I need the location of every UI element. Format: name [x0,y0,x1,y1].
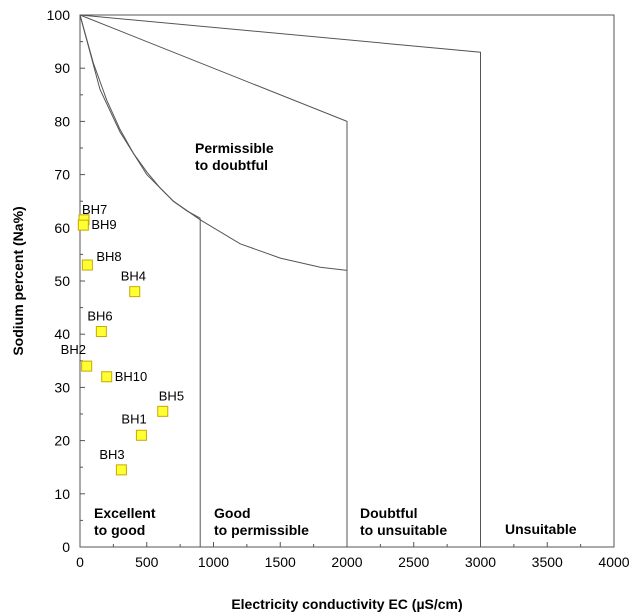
data-point-marker [115,464,127,476]
data-point-label: BH9 [91,217,116,232]
data-point-label: BH2 [61,342,86,357]
region-label: to permissible [214,522,309,538]
region-label: Excellent [94,505,156,521]
region-label: Good [214,505,251,521]
y-tick-label: 80 [54,113,70,129]
data-point-label: BH3 [99,447,124,462]
y-tick-label: 90 [54,60,70,76]
data-point-marker [157,405,169,417]
y-tick-label: 50 [54,273,70,289]
region-label: to doubtful [195,157,268,173]
region-label: to unsuitable [360,522,447,538]
x-axis-ticks: 0 500 1000 1500 2000 2500 3000 3500 4000 [76,542,630,570]
data-point-marker [95,326,107,338]
x-tick-label: 1500 [265,554,296,570]
x-tick-label: 500 [135,554,159,570]
data-point-label: BH6 [87,309,112,324]
region-label: Unsuitable [505,521,577,537]
y-tick-label: 20 [54,433,70,449]
y-tick-label: 60 [54,220,70,236]
line-to-doubtful [79,14,348,547]
y-tick-label: 30 [54,379,70,395]
x-tick-label: 0 [76,554,84,570]
data-point-marker [77,219,89,231]
x-tick-label: 3000 [465,554,496,570]
y-tick-label: 10 [54,486,70,502]
x-tick-label: 2500 [398,554,429,570]
x-tick-label: 3500 [532,554,563,570]
y-axis-ticks: 0 10 20 30 40 50 60 70 80 90 100 [47,7,85,555]
y-tick-label: 40 [54,326,70,342]
data-point-marker [101,371,113,383]
y-axis-title: Sodium percent (Na%) [10,206,26,355]
y-tick-label: 70 [54,167,70,183]
data-point-label: BH4 [121,269,146,284]
data-point-label: BH10 [115,369,148,384]
y-tick-label: 100 [47,7,71,23]
x-tick-label: 2000 [331,554,362,570]
data-point-marker [81,259,93,271]
data-point-marker [135,429,147,441]
data-point-label: BH7 [82,202,107,217]
data-point-label: BH8 [96,249,121,264]
line-to-unsuitable [79,14,481,547]
x-axis-title: Electricity conductivity EC (µS/cm) [231,596,462,612]
curve-excellent [79,14,201,219]
region-label: Doubtful [360,505,418,521]
data-point-marker [81,360,93,372]
data-point-label: BH5 [159,388,184,403]
y-tick-label: 0 [62,539,70,555]
data-points: BH1 BH2 BH3 BH4 BH5 BH6 BH7 BH8 BH9 BH10 [61,202,184,476]
x-tick-label: 4000 [598,554,629,570]
region-label: Permissible [195,140,274,156]
region-label: to good [94,522,145,538]
data-point-marker [129,286,141,298]
x-tick-label: 1000 [198,554,229,570]
data-point-label: BH1 [121,411,146,426]
classification-boundaries [79,14,481,547]
